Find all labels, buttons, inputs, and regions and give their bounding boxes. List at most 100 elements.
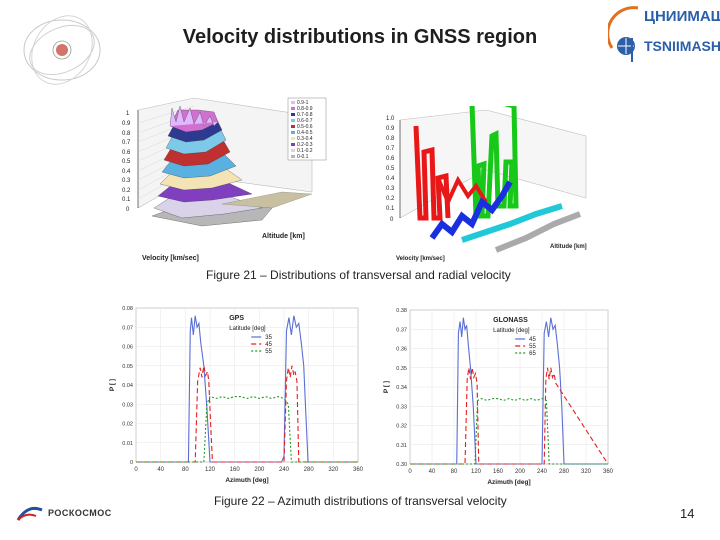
x-tick-label: 240	[537, 469, 548, 475]
y-tick-label: 0	[130, 460, 133, 466]
roscosmos-emblem-icon	[16, 506, 43, 521]
legend-label: 0.5-0.6	[297, 124, 313, 130]
tsniimash-logo: ЦНИИМАШ TSNIIMASH	[608, 4, 720, 70]
x-tick-label: 320	[328, 467, 339, 473]
z-tick: 0.6	[386, 156, 395, 162]
y-axis-label: Altitude [km]	[550, 244, 587, 250]
legend-label: 0.4-0.5	[297, 130, 313, 136]
legend-label: 0.7-0.8	[297, 112, 313, 118]
y-tick-label: 0.06	[122, 345, 133, 351]
x-tick-label: 320	[581, 469, 592, 475]
z-tick: 0.4	[386, 176, 395, 182]
series-line-55	[136, 395, 358, 463]
x-tick-label: 0	[134, 467, 138, 473]
y-tick-label: 0.34	[396, 385, 407, 391]
x-tick-label: 40	[157, 467, 164, 473]
z-tick: 1	[126, 111, 130, 117]
x-axis-label: Azimuth [deg]	[225, 477, 268, 484]
chart-title: GPS	[229, 315, 244, 322]
x-axis-label: Azimuth [deg]	[487, 479, 530, 486]
z-tick: 0.7	[122, 140, 131, 146]
figure-caption-21: Figure 21 – Distributions of transversal…	[206, 268, 511, 282]
z-tick: 0.1	[122, 197, 131, 203]
chart-title: GLONASS	[493, 317, 528, 324]
x-tick-label: 80	[182, 467, 189, 473]
legend-label: 55	[529, 344, 536, 350]
gps-azimuth-chart: 0 40 80 120 160 200 240 280 320 360 0 0.01 0.02 0.03 0…	[104, 300, 366, 490]
x-tick-label: 360	[353, 467, 364, 473]
z-tick: 0.2	[386, 196, 395, 202]
series-line-55	[410, 367, 609, 465]
velocity-altitude-3d-right: 0 0.1 0.2 0.3 0.4 0.5 0.6 0.7 0.8 0.9 1.…	[376, 97, 606, 264]
y-tick-label: 0.30	[396, 462, 407, 468]
z-tick: 0.8	[122, 131, 131, 137]
z-tick: 0.4	[122, 169, 131, 175]
logo-line2: TSNIIMASH	[644, 38, 720, 54]
roscosmos-logo: РОСКОСМОС	[14, 502, 124, 526]
y-tick-label: 0.07	[122, 325, 133, 331]
legend-label: 0.3-0.4	[297, 136, 313, 142]
logo-line1: ЦНИИМАШ	[644, 8, 720, 25]
legend-3d-left: 0.9-1 0.8-0.9 0.7-0.8 0.6-0.7 0.5-0.6 0.…	[287, 97, 327, 161]
legend-label: 0.1-0.2	[297, 148, 313, 154]
x-tick-label: 160	[493, 469, 504, 475]
z-tick: 0.5	[122, 159, 131, 165]
figure-caption-22: Figure 22 – Azimuth distributions of tra…	[214, 494, 507, 508]
y-tick-label: 0.31	[396, 443, 407, 449]
y-axis-label: P [ ]	[109, 379, 116, 391]
y-tick-label: 0.32	[396, 424, 407, 430]
y-axis-label: Altitude [km]	[262, 233, 305, 240]
y-tick-label: 0.35	[396, 366, 407, 372]
x-tick-label: 280	[304, 467, 315, 473]
legend-label: 35	[265, 335, 272, 341]
z-tick: 0.9	[386, 126, 395, 132]
series-line-45	[136, 365, 358, 463]
z-tick: 0	[126, 207, 130, 213]
y-tick-label: 0.05	[122, 364, 133, 370]
legend-label: 0.2-0.3	[297, 142, 313, 148]
x-tick-label: 160	[230, 467, 241, 473]
page-number: 14	[680, 506, 695, 521]
legend-label: 45	[265, 342, 272, 348]
y-tick-label: 0.03	[122, 402, 133, 408]
legend-label: 0-0.1	[297, 154, 309, 160]
legend-label: 0.6-0.7	[297, 118, 313, 124]
y-tick-label: 0.38	[396, 308, 407, 314]
page-title: Velocity distributions in GNSS region	[182, 26, 538, 48]
y-tick-label: 0.04	[122, 383, 133, 389]
y-tick-label: 0.08	[122, 306, 133, 312]
z-tick: 0.9	[122, 121, 131, 127]
y-tick-label: 0.01	[122, 441, 133, 447]
z-tick: 0.3	[386, 186, 395, 192]
legend-label: 0.8-0.9	[297, 106, 313, 112]
y-tick-label: 0.02	[122, 422, 133, 428]
z-tick: 1.0	[386, 116, 395, 122]
legend-label: 55	[265, 349, 272, 355]
z-tick: 0.3	[122, 178, 131, 184]
x-tick-label: 280	[559, 469, 570, 475]
x-tick-label: 0	[408, 469, 412, 475]
x-tick-label: 200	[515, 469, 526, 475]
y-tick-label: 0.37	[396, 327, 407, 333]
legend-label: 0.9-1	[297, 100, 309, 106]
z-tick: 0.5	[386, 166, 395, 172]
velocity-altitude-3d-left: 0 0.1 0.2 0.3 0.4 0.5 0.6 0.7 0.8 0.9 1 …	[112, 96, 348, 262]
z-tick: 0.6	[122, 150, 131, 156]
roscosmos-text: РОСКОСМОС	[48, 508, 112, 518]
legend-title: Latitude [deg]	[229, 326, 266, 332]
x-tick-label: 360	[603, 469, 614, 475]
x-axis-label: Velocity [km/sec]	[142, 255, 199, 262]
x-tick-label: 120	[471, 469, 482, 475]
z-tick: 0.7	[386, 146, 395, 152]
z-tick: 0.8	[386, 136, 395, 142]
legend-title: Latitude [deg]	[493, 328, 530, 334]
y-axis-label: P [ ]	[383, 381, 390, 393]
z-tick: 0.2	[122, 188, 131, 194]
x-tick-label: 40	[429, 469, 436, 475]
y-tick-label: 0.36	[396, 347, 407, 353]
series-line-65	[410, 397, 608, 465]
y-tick-label: 0.33	[396, 404, 407, 410]
x-tick-label: 200	[254, 467, 265, 473]
x-tick-label: 80	[451, 469, 458, 475]
z-tick: 0	[390, 217, 394, 223]
